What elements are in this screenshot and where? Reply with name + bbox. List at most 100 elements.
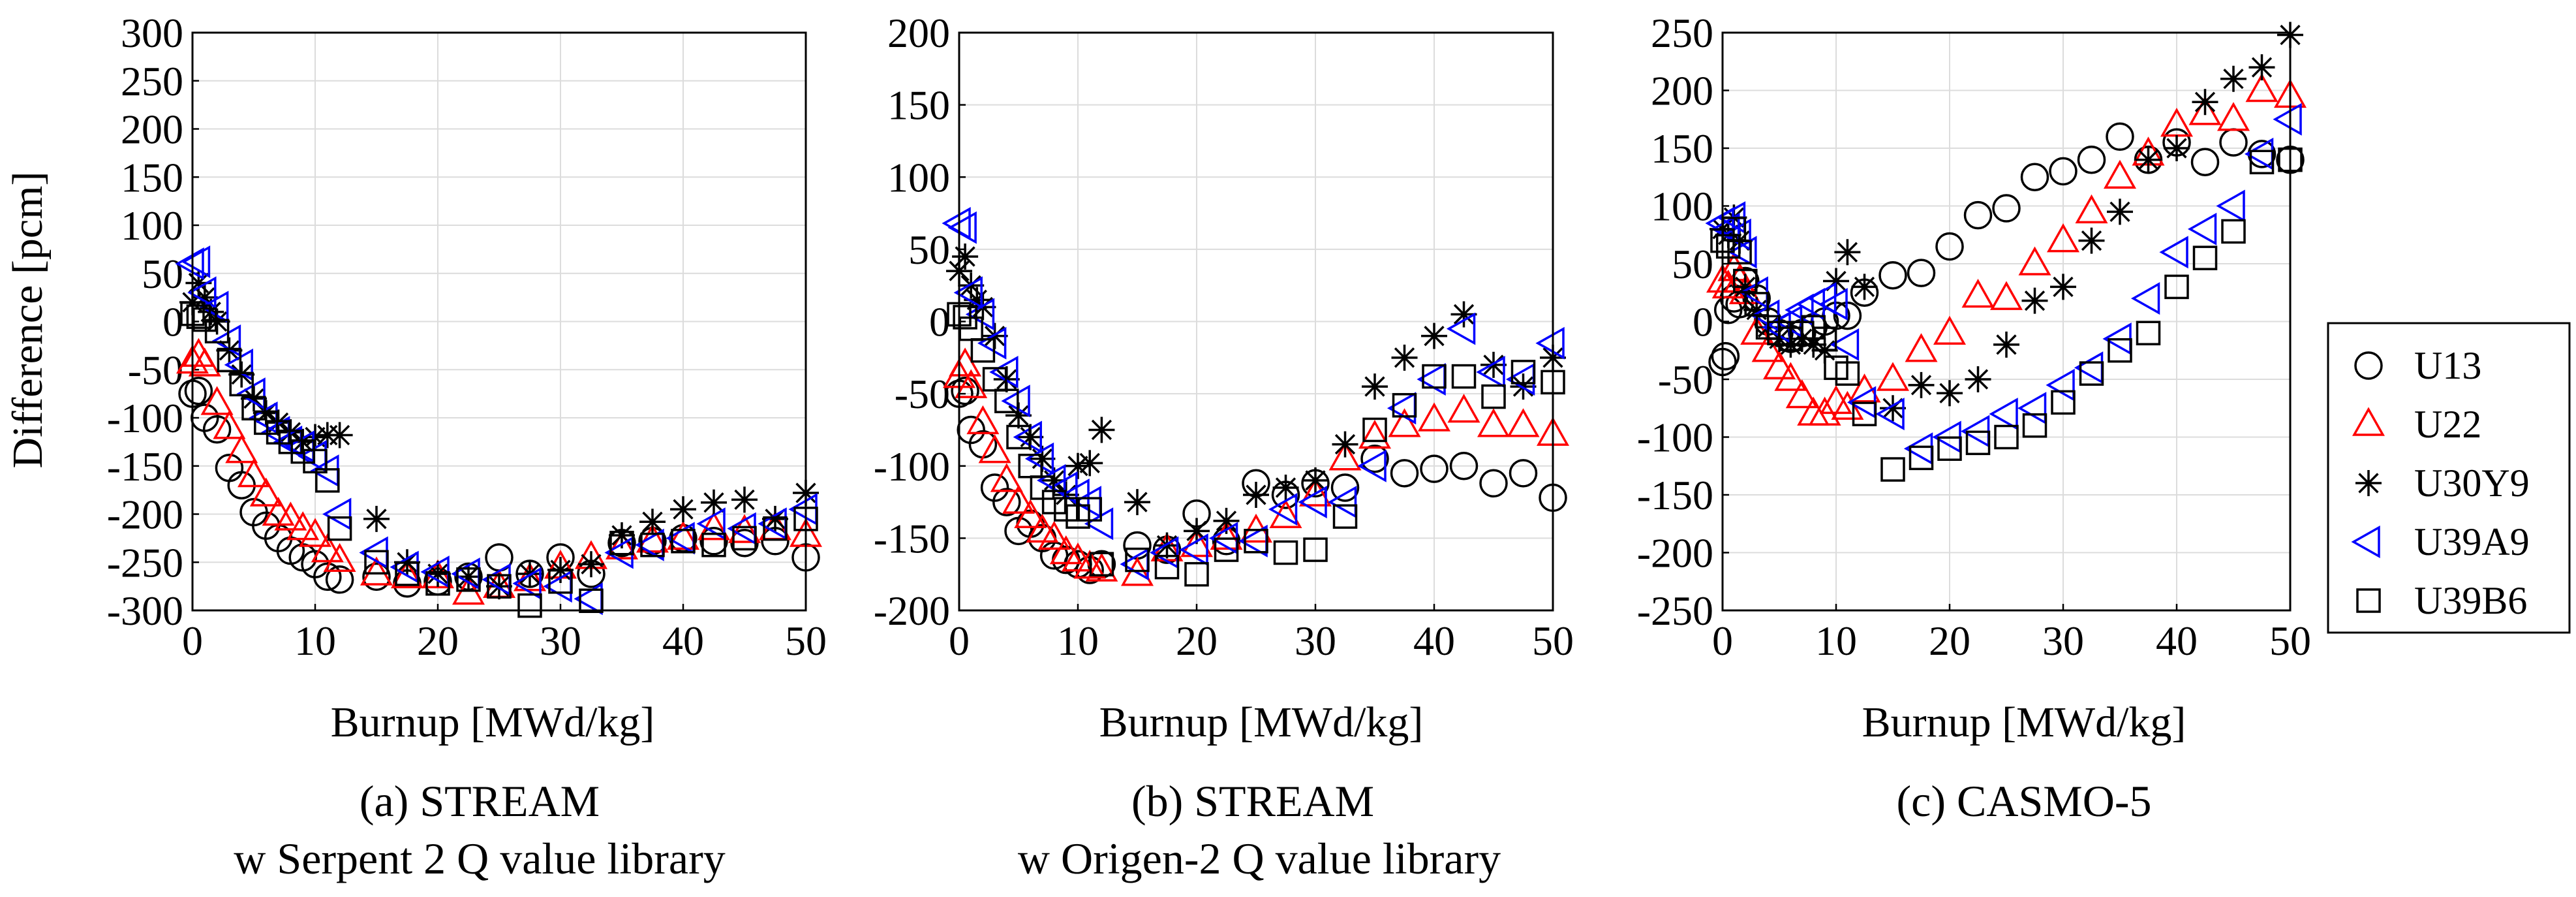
data-point-u39b6 <box>2108 338 2132 363</box>
data-point-u30y9 <box>952 243 979 270</box>
x-tick-label: 40 <box>1413 618 1455 664</box>
data-point-u13 <box>1992 194 2021 223</box>
data-point-u22 <box>2075 194 2108 224</box>
data-point-u22 <box>698 511 730 541</box>
data-point-u39a9 <box>322 497 352 531</box>
y-tick-label: 0 <box>1693 299 1713 345</box>
x-tick-label: 10 <box>1057 618 1099 664</box>
data-point-u30y9 <box>425 560 451 587</box>
data-point-u30y9 <box>302 424 328 450</box>
data-point-u22 <box>1763 350 1796 380</box>
data-point-u39a9 <box>965 298 995 331</box>
data-point-u30y9 <box>290 428 316 455</box>
caption-a-line2: w Serpent 2 Q value library <box>234 834 725 883</box>
data-point-u22 <box>1447 394 1480 423</box>
data-point-u22 <box>1210 520 1243 550</box>
y-tick-label: -100 <box>107 395 183 441</box>
data-point-u22 <box>1808 396 1841 426</box>
data-point-u39b6 <box>1812 326 1837 351</box>
data-point-u22 <box>311 533 344 563</box>
data-point-u30y9 <box>363 505 390 532</box>
data-point-u22 <box>955 369 988 398</box>
data-point-u39b6 <box>229 371 254 397</box>
data-point-u39b6 <box>1303 537 1328 562</box>
data-point-u13 <box>2020 163 2049 191</box>
data-point-u30y9 <box>701 489 727 516</box>
y-tick-label: 200 <box>121 106 183 153</box>
x-tick-label: 0 <box>949 618 970 664</box>
x-tick-label: 20 <box>1176 618 1218 664</box>
data-point-u22 <box>1418 402 1450 432</box>
data-point-u39b6 <box>1835 361 1860 386</box>
data-point-u39a9 <box>953 276 983 309</box>
data-point-u30y9 <box>2192 89 2218 116</box>
data-point-u30y9 <box>455 563 482 590</box>
data-point-u39b6 <box>1481 384 1506 409</box>
data-point-u39b6 <box>1392 393 1417 418</box>
data-point-u30y9 <box>2050 274 2076 300</box>
y-tick-label: -100 <box>874 443 950 490</box>
x-tick-label: 40 <box>2156 618 2198 664</box>
data-point-u39b6 <box>1077 497 1102 522</box>
data-point-u39b6 <box>1880 457 1905 482</box>
data-point-u30y9 <box>1851 274 1878 300</box>
y-tick-label: 250 <box>121 58 183 104</box>
data-point-u39b6 <box>732 526 757 551</box>
data-point-u39b6 <box>1362 417 1387 443</box>
data-point-u22 <box>213 410 246 439</box>
data-point-u39b6 <box>640 532 665 558</box>
data-point-u30y9 <box>1124 489 1150 516</box>
data-point-u39a9 <box>2216 189 2245 223</box>
data-point-u30y9 <box>1088 417 1115 443</box>
data-point-u30y9 <box>253 400 279 426</box>
legend-marker-u22 <box>2352 407 2385 436</box>
y-tick-label: 200 <box>1651 68 1713 114</box>
data-point-u30y9 <box>639 509 666 535</box>
data-point-u30y9 <box>2021 287 2048 314</box>
legend-marker-u13 <box>2354 351 2383 380</box>
data-point-u13 <box>951 376 979 405</box>
data-point-u39a9 <box>1357 449 1387 482</box>
data-point-u39a9 <box>2273 102 2302 136</box>
data-point-u39b6 <box>327 516 352 541</box>
data-point-u13 <box>1479 469 1508 498</box>
data-point-u39b6 <box>487 574 512 599</box>
x-tick-label: 40 <box>662 618 704 664</box>
data-point-u39b6 <box>315 468 340 493</box>
data-point-u39b6 <box>1273 540 1298 565</box>
y-axis-label-a: Difference [pcm] <box>4 171 52 468</box>
data-point-u22 <box>1037 520 1071 550</box>
data-point-u13 <box>992 488 1021 516</box>
data-point-u30y9 <box>1077 450 1103 477</box>
data-point-u39b6 <box>548 569 573 594</box>
data-point-u22 <box>200 386 234 415</box>
legend-marker-u39b6 <box>2356 588 2381 613</box>
data-point-u22 <box>636 524 669 553</box>
data-point-u39b6 <box>1994 424 2019 450</box>
data-point-u30y9 <box>2078 227 2105 254</box>
y-tick-label: 0 <box>929 299 950 345</box>
data-point-u13 <box>1360 444 1389 473</box>
data-point-u39a9 <box>1446 312 1476 345</box>
data-point-u13 <box>1878 260 1907 290</box>
y-tick-label: -200 <box>107 492 183 538</box>
y-tick-label: 50 <box>1672 241 1713 287</box>
data-point-u30y9 <box>1005 402 1032 429</box>
data-point-u30y9 <box>1823 268 1849 294</box>
data-point-u39b6 <box>1727 240 1752 265</box>
data-point-u39b6 <box>579 588 604 613</box>
data-point-u39b6 <box>425 571 450 596</box>
data-point-u13 <box>1330 473 1360 502</box>
data-point-u39a9 <box>175 247 204 280</box>
data-point-u39b6 <box>970 338 996 363</box>
x-tick-label: 50 <box>785 618 827 664</box>
x-tick-label: 0 <box>182 618 203 664</box>
data-point-u39b6 <box>517 593 542 618</box>
caption-a-line1: (a) STREAM <box>360 776 600 826</box>
data-point-u39a9 <box>1327 486 1357 519</box>
data-point-u30y9 <box>1908 371 1935 398</box>
data-point-u22 <box>2245 72 2278 102</box>
data-point-u30y9 <box>2248 54 2275 81</box>
data-point-u39b6 <box>204 319 230 343</box>
data-point-u22 <box>1774 362 1807 391</box>
